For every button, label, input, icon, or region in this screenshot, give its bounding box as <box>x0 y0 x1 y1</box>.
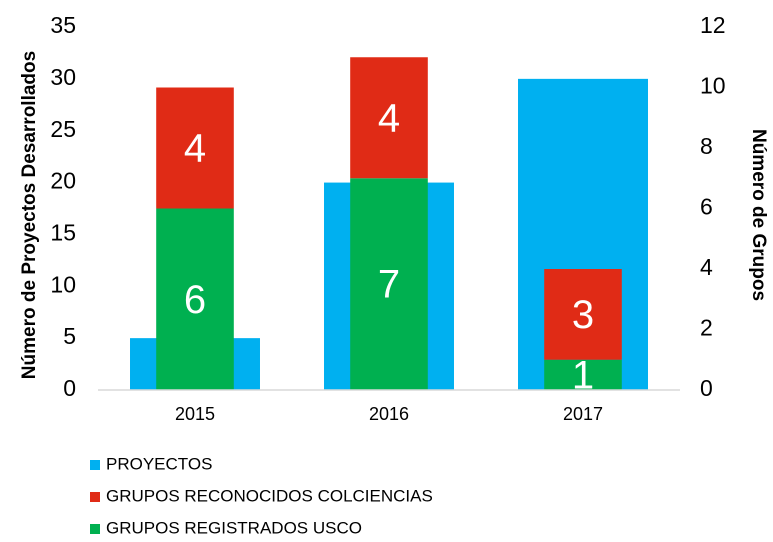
x-tick-label: 2016 <box>369 404 409 424</box>
y-tick-label: 5 <box>63 323 76 349</box>
data-label: 7 <box>378 263 400 307</box>
data-label: 6 <box>184 278 206 322</box>
y-tick-label: 15 <box>50 220 76 246</box>
y2-tick-label: 8 <box>700 133 713 159</box>
y2-tick-label: 12 <box>700 12 726 38</box>
y2-tick-label: 0 <box>700 375 713 401</box>
stacked-bar <box>544 359 622 390</box>
y-tick-label: 20 <box>50 168 76 194</box>
data-label: 4 <box>184 127 206 171</box>
y2-tick-label: 10 <box>700 73 726 99</box>
y-tick-label: 10 <box>50 271 76 297</box>
y-tick-label: 25 <box>50 116 76 142</box>
x-tick-label: 2017 <box>563 404 603 424</box>
y2-axis-label: Número de Grupos <box>748 129 769 301</box>
legend-marker <box>90 492 100 502</box>
y-tick-label: 30 <box>50 64 76 90</box>
data-label: 3 <box>572 293 594 337</box>
x-tick-label: 2015 <box>175 404 215 424</box>
y-axis-label: Número de Proyectos Desarrollados <box>19 51 40 379</box>
data-label: 4 <box>378 96 400 140</box>
legend-marker <box>90 524 100 534</box>
y-tick-label: 35 <box>50 12 76 38</box>
legend-label: GRUPOS RECONOCIDOS COLCIENCIAS <box>106 486 433 505</box>
legend-label: GRUPOS REGISTRADOS USCO <box>106 518 362 537</box>
stacked-bar <box>156 208 234 390</box>
stacked-bar <box>156 87 234 209</box>
legend-label: PROYECTOS <box>106 454 212 473</box>
y-tick-label: 0 <box>63 375 76 401</box>
y2-tick-label: 6 <box>700 194 713 220</box>
y2-tick-label: 2 <box>700 315 713 341</box>
stacked-bar <box>350 57 428 179</box>
y2-tick-label: 4 <box>700 254 713 280</box>
stacked-bar <box>544 269 622 360</box>
legend-marker <box>90 460 100 470</box>
stacked-bar <box>350 178 428 390</box>
data-label: 1 <box>572 353 594 397</box>
